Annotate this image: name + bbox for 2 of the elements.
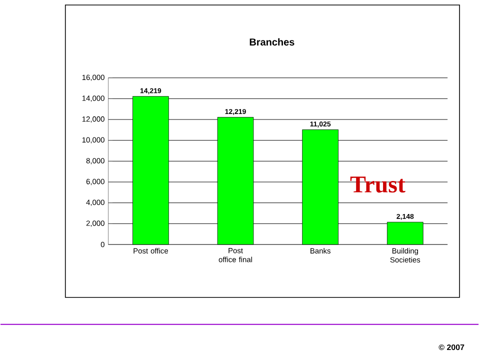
chart-title: Branches bbox=[250, 38, 294, 46]
annotation: Trust bbox=[350, 176, 406, 192]
